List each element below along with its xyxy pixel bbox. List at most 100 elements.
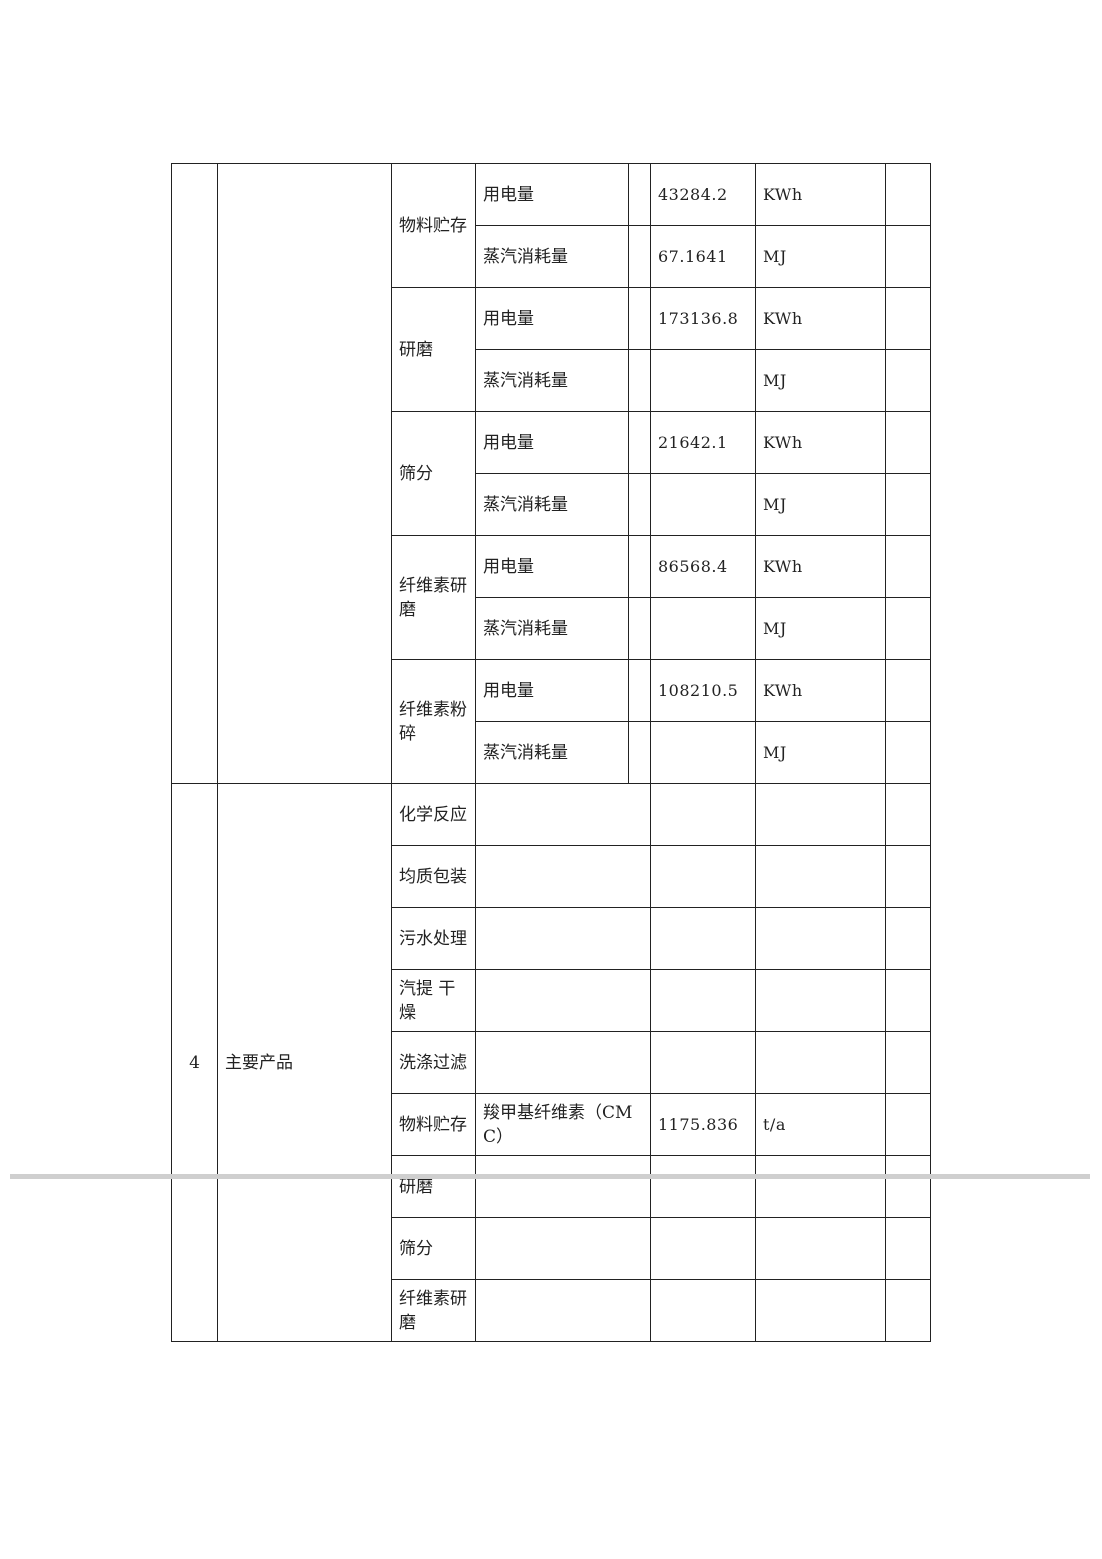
process-cell: 筛分 xyxy=(391,1217,476,1280)
table-row: 均质包装 xyxy=(172,845,931,908)
item-cell: 蒸汽消耗量 xyxy=(475,597,629,660)
unit-cell: KWh xyxy=(755,411,886,474)
value-cell xyxy=(650,1279,756,1342)
scan-page-break xyxy=(10,1174,1090,1179)
item-cell: 用电量 xyxy=(475,535,629,598)
item-cell xyxy=(475,1217,651,1280)
item-cell xyxy=(475,1155,651,1218)
item-cell xyxy=(475,1031,651,1094)
spacer-cell xyxy=(628,721,651,784)
table-row: 蒸汽消耗量 MJ xyxy=(172,349,931,412)
process-cell: 化学反应 xyxy=(391,783,476,846)
table-row: 蒸汽消耗量 MJ xyxy=(172,597,931,660)
process-cell: 纤维素研磨 xyxy=(391,1279,476,1342)
process-cell: 研磨 xyxy=(391,1155,476,1218)
unit-cell xyxy=(755,969,886,1032)
process-cell: 纤维素粉碎 xyxy=(391,659,476,784)
remark-cell xyxy=(885,1155,931,1218)
value-cell xyxy=(650,1031,756,1094)
item-cell: 蒸汽消耗量 xyxy=(475,349,629,412)
process-cell: 洗涤过滤 xyxy=(391,1031,476,1094)
item-cell xyxy=(475,1279,651,1342)
spacer-cell xyxy=(628,349,651,412)
unit-cell: KWh xyxy=(755,535,886,598)
item-cell: 蒸汽消耗量 xyxy=(475,721,629,784)
remark-cell xyxy=(885,1217,931,1280)
item-cell: 蒸汽消耗量 xyxy=(475,473,629,536)
unit-cell: KWh xyxy=(755,659,886,722)
unit-cell xyxy=(755,845,886,908)
unit-cell: MJ xyxy=(755,721,886,784)
value-cell: 108210.5 xyxy=(650,659,756,722)
value-cell xyxy=(650,845,756,908)
spacer-cell xyxy=(628,597,651,660)
table-row: 蒸汽消耗量 67.1641 MJ xyxy=(172,225,931,288)
table-row: 纤维素粉碎 用电量 108210.5 KWh xyxy=(172,659,931,784)
value-cell xyxy=(650,1217,756,1280)
unit-cell: KWh xyxy=(755,287,886,350)
remark-cell xyxy=(885,783,931,846)
table-row: 物料贮存 羧甲基纤维素（CMC） 1175.836 t/a xyxy=(172,1093,931,1156)
item-cell: 用电量 xyxy=(475,411,629,474)
spacer-cell xyxy=(628,473,651,536)
remark-cell xyxy=(885,969,931,1032)
remark-cell xyxy=(885,349,931,412)
remark-cell xyxy=(885,1031,931,1094)
remark-cell xyxy=(885,473,931,536)
index-cell: 4 xyxy=(171,783,218,1342)
remark-cell xyxy=(885,535,931,598)
spacer-cell xyxy=(628,225,651,288)
item-cell: 用电量 xyxy=(475,287,629,350)
remark-cell xyxy=(885,225,931,288)
value-cell: 67.1641 xyxy=(650,225,756,288)
remark-cell xyxy=(885,721,931,784)
unit-cell: KWh xyxy=(755,163,886,226)
spacer-cell xyxy=(628,287,651,350)
value-cell xyxy=(650,969,756,1032)
remark-cell xyxy=(885,411,931,474)
item-cell: 羧甲基纤维素（CMC） xyxy=(475,1093,651,1156)
value-cell xyxy=(650,597,756,660)
process-cell: 物料贮存 xyxy=(391,1093,476,1156)
unit-cell xyxy=(755,1217,886,1280)
unit-cell xyxy=(755,783,886,846)
unit-cell: MJ xyxy=(755,597,886,660)
spacer-cell xyxy=(628,659,651,722)
item-cell xyxy=(475,845,651,908)
spacer-cell xyxy=(628,411,651,474)
remark-cell xyxy=(885,597,931,660)
table-row: 纤维素研磨 用电量 86568.4 KWh xyxy=(172,535,931,660)
unit-cell xyxy=(755,907,886,970)
value-cell: 173136.8 xyxy=(650,287,756,350)
value-cell xyxy=(650,783,756,846)
table-row: 汽提 干燥 xyxy=(172,969,931,1032)
unit-cell: MJ xyxy=(755,349,886,412)
process-cell: 筛分 xyxy=(391,411,476,536)
process-cell: 均质包装 xyxy=(391,845,476,908)
remark-cell xyxy=(885,287,931,350)
spacer-cell xyxy=(628,535,651,598)
item-cell: 蒸汽消耗量 xyxy=(475,225,629,288)
process-cell: 物料贮存 xyxy=(391,163,476,288)
energy-product-table: 物料贮存 用电量 43284.2 KWh 蒸汽消耗量 67.1641 MJ 研磨 用电量 1731… xyxy=(171,163,931,1342)
unit-cell xyxy=(755,1155,886,1218)
value-cell xyxy=(650,907,756,970)
remark-cell xyxy=(885,163,931,226)
table-row: 蒸汽消耗量 MJ xyxy=(172,721,931,784)
item-cell: 用电量 xyxy=(475,163,629,226)
table-row: 物料贮存 用电量 43284.2 KWh xyxy=(171,163,931,784)
value-cell: 43284.2 xyxy=(650,163,756,226)
item-cell xyxy=(475,969,651,1032)
value-cell xyxy=(650,349,756,412)
spacer-cell xyxy=(628,163,651,226)
remark-cell xyxy=(885,1279,931,1342)
value-cell xyxy=(650,473,756,536)
value-cell xyxy=(650,721,756,784)
table-row: 研磨 xyxy=(172,1155,931,1218)
unit-cell: MJ xyxy=(755,473,886,536)
table-row: 蒸汽消耗量 MJ xyxy=(172,473,931,536)
process-cell: 研磨 xyxy=(391,287,476,412)
table-row: 纤维素研磨 xyxy=(172,1279,931,1342)
unit-cell: t/a xyxy=(755,1093,886,1156)
category-cell xyxy=(217,163,392,784)
